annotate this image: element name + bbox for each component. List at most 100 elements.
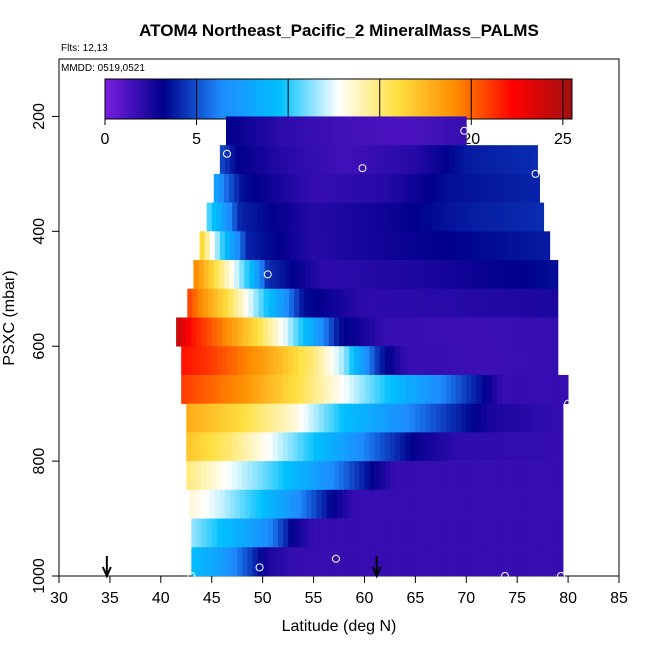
heatmap-cell xyxy=(306,231,312,261)
heatmap-cell xyxy=(275,145,282,175)
heatmap-cell xyxy=(231,116,237,146)
heatmap-cell xyxy=(245,231,251,261)
heatmap-cell xyxy=(510,231,516,261)
heatmap-cell xyxy=(466,346,472,376)
heatmap-cell xyxy=(451,403,457,433)
heatmap-cell xyxy=(486,317,493,347)
heatmap-cell xyxy=(527,461,533,491)
heatmap-cell xyxy=(313,461,320,491)
heatmap-cell xyxy=(328,403,335,433)
heatmap-cell xyxy=(371,173,378,203)
heatmap-cell xyxy=(545,489,552,519)
y-tick-label: 200 xyxy=(31,103,48,130)
heatmap-cell xyxy=(257,374,264,404)
heatmap-cell xyxy=(313,346,320,376)
heatmap-cell xyxy=(194,489,200,519)
heatmap-cell xyxy=(522,317,528,347)
y-axis: 200 400 600 800 1000 xyxy=(31,103,59,594)
heatmap-cell xyxy=(319,288,326,318)
heatmap-cell xyxy=(283,317,289,347)
heatmap-cell xyxy=(389,403,396,433)
heatmap-cell xyxy=(196,346,202,376)
heatmap-cell xyxy=(477,288,483,318)
heatmap-cell xyxy=(489,489,496,519)
heatmap-cell xyxy=(400,202,406,232)
heatmap-cell xyxy=(364,432,370,462)
heatmap-cell xyxy=(247,346,253,376)
heatmap-cell xyxy=(353,116,359,146)
heatmap-cell xyxy=(359,432,365,462)
heatmap-cell xyxy=(525,489,531,519)
heatmap-cell xyxy=(351,260,357,290)
heatmap-cell xyxy=(449,116,456,146)
heatmap-cell xyxy=(216,374,223,404)
heatmap-cell xyxy=(530,489,536,519)
heatmap-cell xyxy=(247,518,253,548)
heatmap-cell xyxy=(476,547,482,577)
heatmap-cell xyxy=(537,317,544,347)
heatmap-cell xyxy=(549,260,556,290)
heatmap-cell xyxy=(489,231,496,261)
heatmap-cell xyxy=(496,432,503,462)
heatmap-cell xyxy=(384,346,391,376)
heatmap-cell xyxy=(313,403,320,433)
heatmap-cell xyxy=(280,145,287,175)
heatmap-cell xyxy=(321,145,328,175)
heatmap-cell xyxy=(369,518,376,548)
heatmap-cell xyxy=(405,461,411,491)
heatmap-cell xyxy=(507,202,513,232)
heatmap-cell xyxy=(493,173,500,203)
heatmap-cell xyxy=(274,260,281,290)
heatmap-cell xyxy=(303,317,309,347)
heatmap-cell xyxy=(267,374,274,404)
heatmap-cell xyxy=(240,489,246,519)
heatmap-cell xyxy=(469,489,475,519)
heatmap-cell xyxy=(517,374,523,404)
heatmap-cell xyxy=(389,432,396,462)
heatmap-cell xyxy=(247,547,253,577)
heatmap-cell xyxy=(361,173,367,203)
heatmap-cell xyxy=(504,489,511,519)
heatmap-cell xyxy=(425,317,432,347)
heatmap-cell xyxy=(326,489,333,519)
heatmap-cell xyxy=(331,145,338,175)
heatmap-cell xyxy=(395,317,401,347)
heatmap-cell xyxy=(321,489,328,519)
heatmap-cell xyxy=(287,116,293,146)
heatmap-cell xyxy=(288,346,294,376)
heatmap-cell xyxy=(277,461,284,491)
heatmap-cell xyxy=(201,374,208,404)
heatmap-cell xyxy=(364,461,370,491)
heatmap-cell xyxy=(225,116,232,146)
heatmap-cell xyxy=(241,116,247,146)
heatmap-cell xyxy=(318,346,325,376)
colorbar-tick-label: 25 xyxy=(554,131,572,148)
heatmap-cell xyxy=(486,461,493,491)
heatmap-cell xyxy=(328,461,335,491)
heatmap-cell xyxy=(339,317,345,347)
heatmap-cell xyxy=(262,461,269,491)
heatmap-cell xyxy=(430,202,437,232)
heatmap-cell xyxy=(400,432,406,462)
heatmap-cell xyxy=(435,547,442,577)
heatmap-cell xyxy=(384,202,391,232)
heatmap-cell xyxy=(296,489,302,519)
heatmap-cell xyxy=(323,432,330,462)
heatmap-cell xyxy=(293,202,299,232)
heatmap-cell xyxy=(357,145,363,175)
heatmap-cell xyxy=(221,346,228,376)
heatmap-cell xyxy=(229,173,235,203)
heatmap-cell xyxy=(494,145,501,175)
heatmap-cell xyxy=(522,202,528,232)
heatmap-cell xyxy=(312,116,319,146)
heatmap-cell xyxy=(369,461,376,491)
heatmap-cell xyxy=(365,288,371,318)
heatmap-cell xyxy=(283,374,289,404)
heatmap-cell xyxy=(454,231,460,261)
heatmap-cell xyxy=(440,432,447,462)
heatmap-cell xyxy=(443,489,450,519)
heatmap-cell xyxy=(311,231,317,261)
heatmap-cell xyxy=(323,518,330,548)
heatmap-cell xyxy=(181,346,187,376)
heatmap-cell xyxy=(236,116,242,146)
